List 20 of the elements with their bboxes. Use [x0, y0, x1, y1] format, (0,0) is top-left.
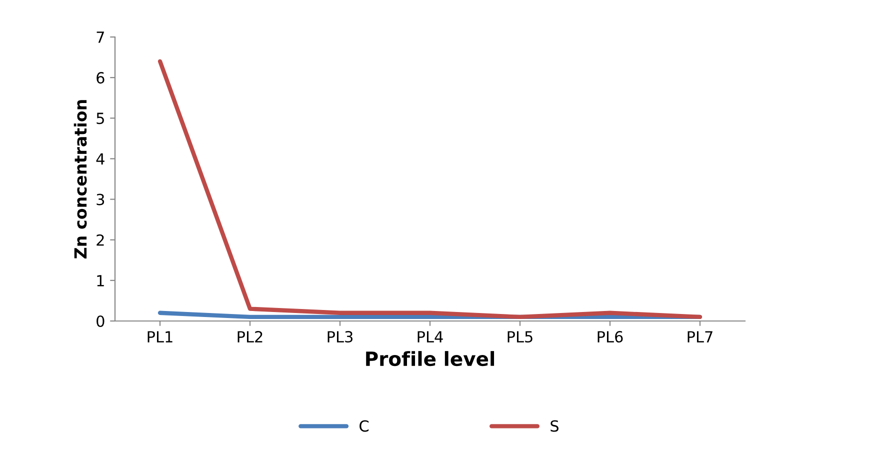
y-axis-title: Zn concentration — [74, 100, 87, 258]
legend-label: S — [550, 420, 558, 432]
x-tick-label: PL6 — [598, 330, 623, 343]
x-axis-title: Profile level — [366, 351, 494, 366]
legend-label: C — [360, 420, 369, 432]
x-tick-label: PL2 — [238, 330, 262, 342]
y-tick-label: 0 — [96, 315, 104, 328]
x-tick-label: PL1 — [148, 331, 172, 342]
y-tick-label: 3 — [96, 194, 104, 206]
y-tick-label: 6 — [96, 72, 104, 84]
x-tick-label: PL3 — [328, 330, 352, 343]
y-tick-label: 4 — [96, 153, 104, 165]
x-tick-label: PL5 — [508, 331, 532, 343]
y-tick-label: 7 — [96, 32, 104, 43]
y-tick-label: 1 — [97, 275, 104, 286]
x-tick-label: PL7 — [688, 331, 712, 342]
y-tick-label: 5 — [96, 112, 104, 124]
y-tick-label: 2 — [96, 234, 104, 246]
line-series — [158, 59, 702, 320]
x-tick-label: PL4 — [418, 331, 443, 342]
